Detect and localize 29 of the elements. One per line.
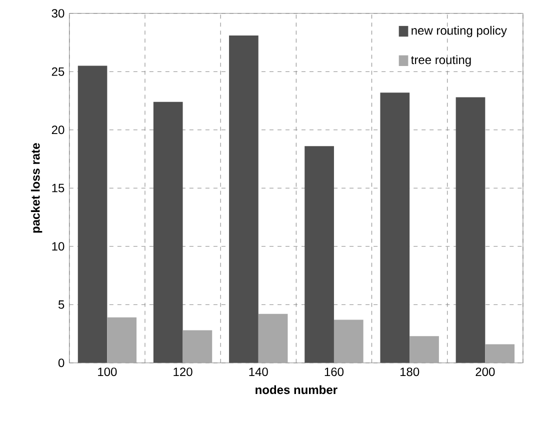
bar	[182, 330, 212, 363]
y-tick-label: 5	[58, 300, 64, 309]
bar	[258, 314, 288, 363]
bar	[78, 66, 108, 363]
bar	[485, 344, 515, 363]
legend-label: new routing policy	[412, 26, 507, 38]
x-tick-label: 160	[324, 368, 344, 376]
y-tick-label: 25	[52, 67, 64, 76]
y-tick-label: 15	[52, 184, 64, 192]
x-tick-label: 120	[174, 368, 192, 376]
x-tick-label: 140	[249, 368, 268, 376]
y-tick-label: 30	[52, 9, 64, 18]
bar	[334, 320, 364, 363]
bar	[229, 36, 258, 363]
bar	[153, 102, 183, 363]
x-tick-label: 100	[98, 368, 117, 376]
y-tick-label: 20	[52, 126, 64, 134]
bar	[410, 336, 439, 363]
bar	[107, 317, 137, 363]
y-tick-label: 10	[52, 242, 64, 251]
bar	[380, 92, 410, 363]
x-axis-title: nodes number	[256, 385, 338, 394]
legend-label: tree routing	[411, 55, 471, 67]
bar	[304, 146, 334, 363]
y-tick-label: 0	[58, 358, 64, 368]
x-tick-label: 200	[476, 368, 495, 376]
bar	[456, 97, 486, 363]
y-axis-title: packet loss rate	[30, 143, 42, 233]
x-tick-label: 180	[400, 368, 420, 376]
